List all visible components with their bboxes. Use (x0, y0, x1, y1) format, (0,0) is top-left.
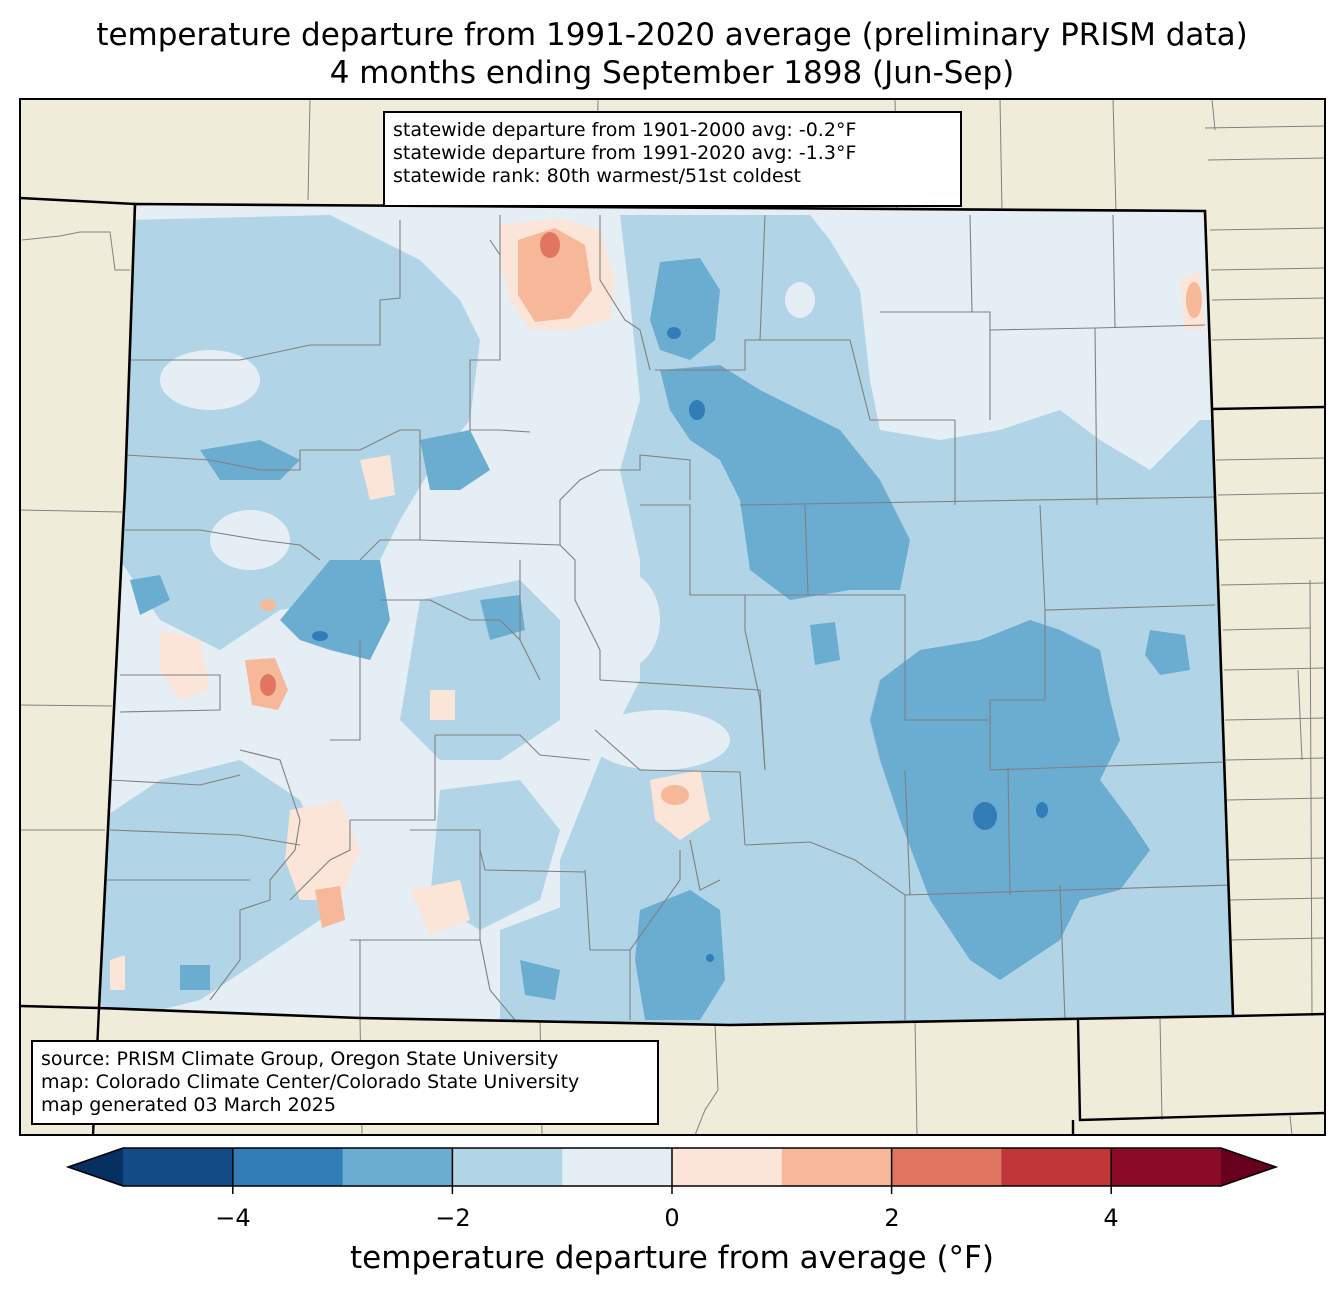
stats-departure-1901-2000: statewide departure from 1901-2000 avg: … (393, 119, 857, 141)
colorbar-over-arrow (1221, 1148, 1276, 1186)
colorbar-ticks (232, 1148, 1112, 1194)
colorbar-bins (123, 1148, 1222, 1186)
colorado-county-lines (107, 214, 1231, 1021)
statewide-stats-box: statewide departure from 1901-2000 avg: … (383, 111, 962, 207)
colorbar-bin (123, 1148, 234, 1186)
colorbar-outline (65, 1147, 1279, 1187)
colorbar-tick-label: 0 (664, 1204, 680, 1232)
colorbar-bin (1001, 1148, 1112, 1186)
temperature-field (99, 204, 1233, 1025)
colorbar-bin (672, 1148, 783, 1186)
map-frame-border (19, 98, 1326, 1136)
colorbar-tick-label: 2 (884, 1204, 900, 1232)
credits-generated-date: map generated 03 March 2025 (41, 1094, 336, 1116)
colorbar-bin (562, 1148, 673, 1186)
colorbar-bin (232, 1148, 344, 1186)
stats-rank: statewide rank: 80th warmest/51st coldes… (393, 165, 802, 187)
colorbar-label: temperature departure from average (°F) (350, 1240, 994, 1276)
stats-departure-1991-2020: statewide departure from 1991-2020 avg: … (393, 142, 857, 164)
map-title-line-1: temperature departure from 1991-2020 ave… (96, 17, 1248, 53)
credits-source: source: PRISM Climate Group, Oregon Stat… (41, 1048, 559, 1070)
colorbar-bin (891, 1148, 1002, 1186)
colorado-border (97, 202, 1235, 1027)
colorbar-bin (452, 1148, 563, 1186)
map-title-line-2: 4 months ending September 1898 (Jun-Sep) (329, 55, 1015, 91)
colorbar-tick-label: −4 (215, 1204, 251, 1232)
band-2-to-3 (260, 232, 560, 696)
colorbar-bin (781, 1148, 893, 1186)
colorbar-bin (342, 1148, 453, 1186)
band-minus4-to-minus3 (312, 327, 1048, 962)
colorbar-bin (1111, 1148, 1222, 1186)
credits-box: source: PRISM Climate Group, Oregon Stat… (31, 1040, 659, 1125)
colorbar (65, 1147, 1279, 1194)
credits-map: map: Colorado Climate Center/Colorado St… (41, 1071, 580, 1093)
band-minus1-to-0-patches (160, 215, 1205, 770)
colorbar-tick-label: −2 (435, 1204, 471, 1232)
colorbar-under-arrow (68, 1148, 123, 1186)
colorbar-tick-label: 4 (1103, 1204, 1119, 1232)
